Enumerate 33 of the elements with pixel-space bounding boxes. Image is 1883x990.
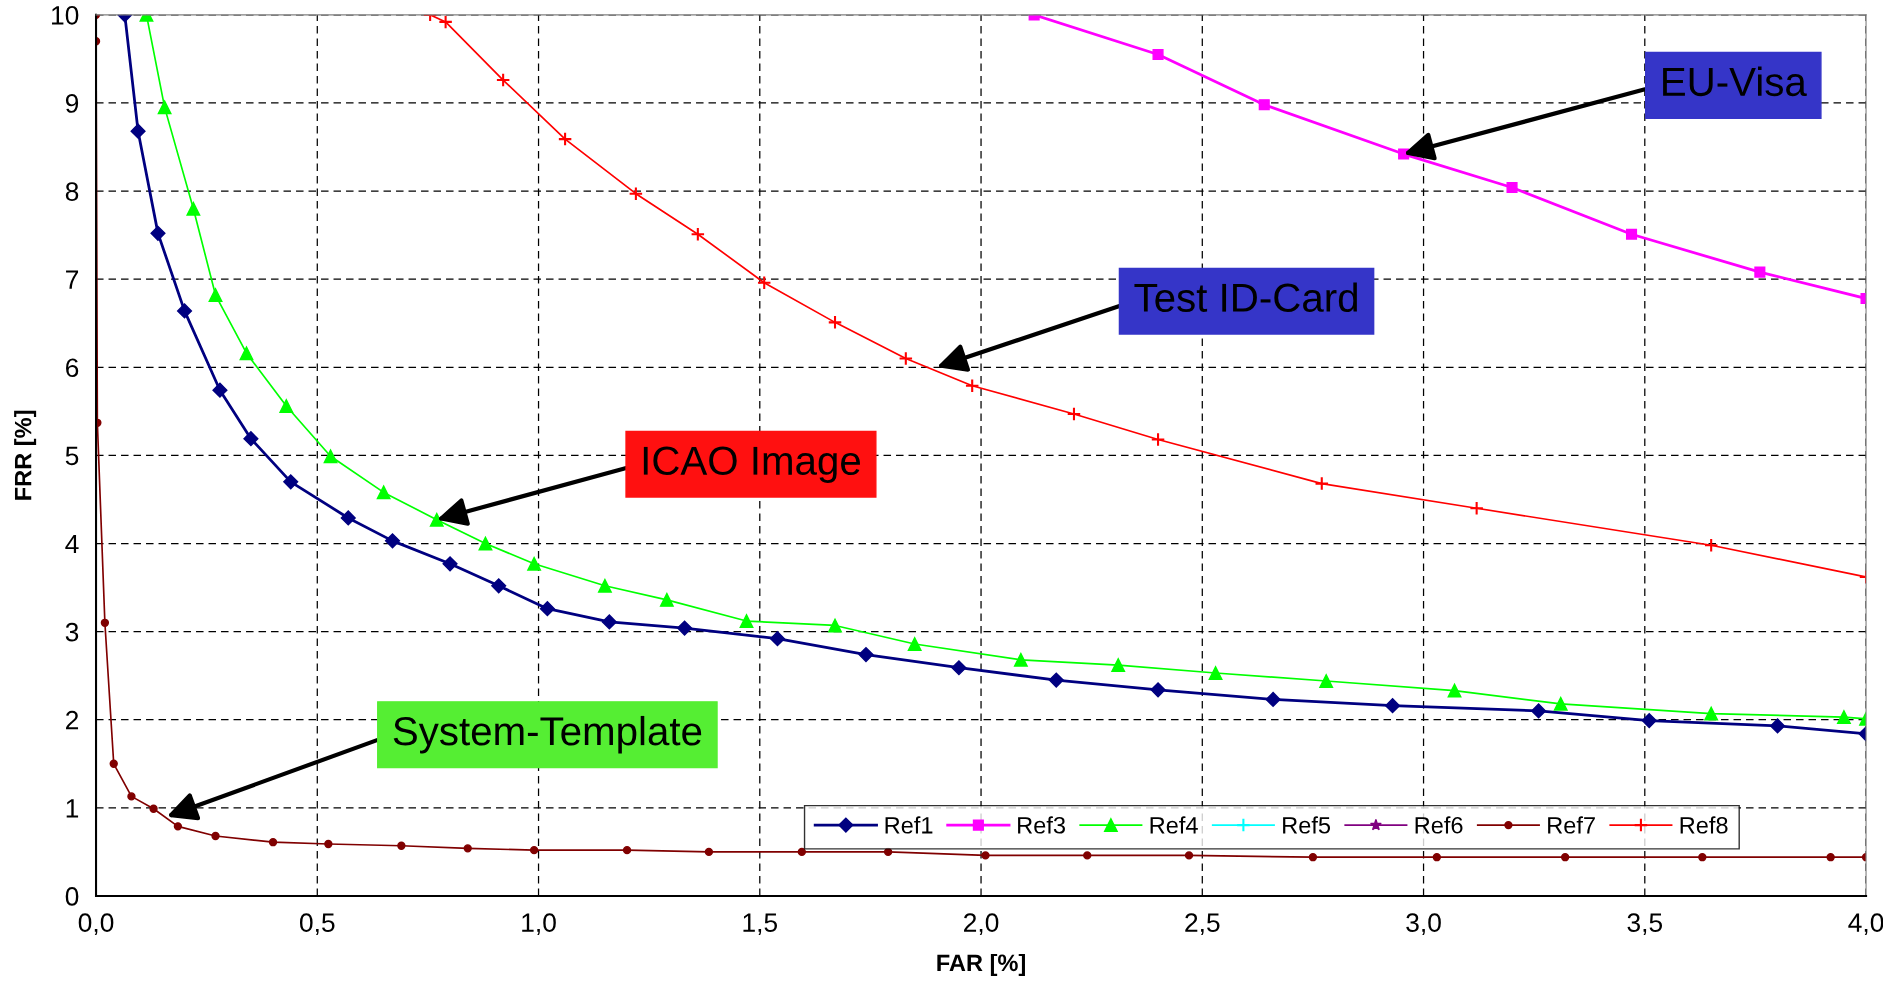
y-tick-label: 5 <box>65 446 79 466</box>
legend-label: Ref6 <box>1415 816 1463 834</box>
legend-label: Ref4 <box>1150 816 1198 834</box>
x-tick-label: 0,0 <box>78 913 114 936</box>
x-tick-label: 1,0 <box>522 913 556 936</box>
legend-label: Ref8 <box>1680 816 1728 834</box>
annotation: Test ID-Card <box>1134 282 1357 313</box>
y-tick-label: 3 <box>65 622 79 642</box>
legend-label: Ref3 <box>1018 816 1065 834</box>
y-tick-label: 2 <box>66 710 79 730</box>
x-axis-title: FAR [%] <box>937 953 1025 976</box>
annotation: EU-Visa <box>1663 66 1807 97</box>
y-tick-label: 4 <box>65 534 79 554</box>
annotation: System-Template <box>393 715 702 754</box>
y-tick-label: 0 <box>65 887 79 906</box>
annotation: ICAO Image <box>643 446 860 483</box>
legend-label: Ref1 <box>885 816 933 834</box>
x-tick-label: 2,0 <box>964 913 999 936</box>
y-tick-label: 7 <box>66 270 79 289</box>
x-tick-label: 4,0 <box>1848 913 1883 936</box>
x-tick-label: 2,5 <box>1185 913 1220 936</box>
x-tick-label: 3,5 <box>1627 913 1663 936</box>
x-tick-label: 3,0 <box>1406 913 1441 936</box>
y-axis-title: FRR [%] <box>14 410 37 500</box>
y-tick-label: 8 <box>65 182 79 201</box>
y-tick-label: 1 <box>66 799 79 818</box>
y-tick-label: 6 <box>66 358 79 378</box>
x-tick-label: 0,5 <box>299 913 335 936</box>
y-tick-label: 9 <box>65 94 79 113</box>
legend-label: Ref7 <box>1548 816 1595 834</box>
y-tick-label: 10 <box>52 5 79 25</box>
x-tick-label: 1,5 <box>743 913 778 936</box>
legend-label: Ref5 <box>1283 816 1331 834</box>
